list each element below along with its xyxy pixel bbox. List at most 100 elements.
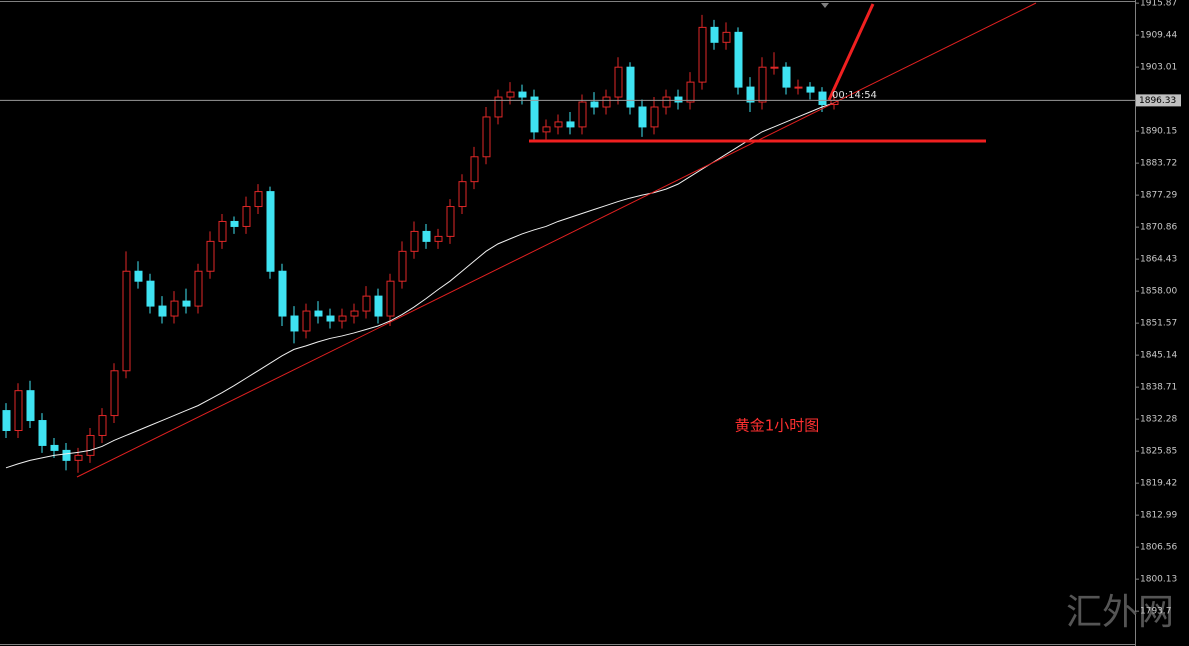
candle xyxy=(578,94,587,135)
candle xyxy=(530,89,539,140)
y-tick-label: 1838.71 xyxy=(1140,383,1177,393)
candle-body xyxy=(122,270,131,372)
candle xyxy=(410,221,419,259)
y-tick-label: 1800.13 xyxy=(1140,575,1177,585)
y-tick-label: 1812.99 xyxy=(1140,511,1177,521)
moving-average xyxy=(5,102,835,469)
candle-body xyxy=(194,270,203,307)
candle xyxy=(686,72,695,110)
candle-body xyxy=(698,26,707,83)
y-tick-label: 1806.56 xyxy=(1140,543,1177,553)
candle-body xyxy=(686,81,695,103)
candle xyxy=(266,186,275,279)
candle-body xyxy=(530,96,539,133)
candle xyxy=(86,428,95,463)
candle xyxy=(506,82,515,105)
candle xyxy=(470,146,479,190)
candle-body xyxy=(494,96,503,118)
candle-body xyxy=(590,101,599,108)
candle-body xyxy=(602,96,611,108)
y-tick-label: 1890.15 xyxy=(1140,127,1177,137)
candle xyxy=(362,286,371,319)
candle-body xyxy=(170,300,179,317)
candle-body xyxy=(146,280,155,307)
candle-body xyxy=(554,121,563,128)
candle-body xyxy=(50,444,59,451)
candle xyxy=(614,57,623,105)
candle-body xyxy=(626,66,635,108)
candle-body xyxy=(2,410,11,431)
candle xyxy=(698,14,707,90)
y-tick-label: 1883.72 xyxy=(1140,159,1177,169)
candle xyxy=(434,228,443,249)
candle xyxy=(770,52,779,75)
candle xyxy=(290,306,299,344)
candle xyxy=(674,89,683,110)
y-tick-label: 1909.44 xyxy=(1140,31,1177,41)
candle-body xyxy=(14,390,23,431)
candle xyxy=(386,273,395,326)
candle xyxy=(26,380,35,429)
candle-body xyxy=(374,295,383,317)
candle xyxy=(38,413,47,453)
y-tick-label: 1825.85 xyxy=(1140,447,1177,457)
candle xyxy=(722,22,731,50)
projection-line xyxy=(827,3,875,101)
candle xyxy=(350,303,359,324)
y-tick-label: 1903.01 xyxy=(1140,63,1177,73)
candle xyxy=(338,308,347,329)
candle-body xyxy=(338,315,347,322)
candle xyxy=(2,403,11,438)
y-tick-label: 1870.86 xyxy=(1140,223,1177,233)
candle-body xyxy=(578,101,587,128)
candle-body xyxy=(674,96,683,103)
shift-marker xyxy=(821,3,829,8)
candle-body xyxy=(98,415,107,436)
candle xyxy=(14,383,23,438)
candle-body xyxy=(422,230,431,242)
candle-body xyxy=(314,310,323,317)
candle xyxy=(278,263,287,326)
candle xyxy=(302,303,311,339)
candle-body xyxy=(362,295,371,312)
candle-body xyxy=(566,121,575,128)
candle-body xyxy=(818,91,827,106)
candle xyxy=(374,288,383,324)
candle-body xyxy=(398,250,407,282)
candle-body xyxy=(518,91,527,98)
candle xyxy=(518,84,527,105)
candle-body xyxy=(218,220,227,242)
candle-body xyxy=(290,315,299,332)
plot xyxy=(2,14,839,473)
candle xyxy=(218,214,227,249)
candle xyxy=(650,97,659,135)
candle-body xyxy=(62,449,71,461)
candle xyxy=(734,27,743,95)
candle-body xyxy=(242,206,251,227)
candle-body xyxy=(650,106,659,128)
current-price-box xyxy=(1136,94,1181,107)
candle-body xyxy=(26,390,35,422)
candle-body xyxy=(794,86,803,89)
candle-body xyxy=(386,280,395,317)
candle xyxy=(398,241,407,289)
candle-body xyxy=(662,96,671,108)
candle-body xyxy=(206,240,215,272)
candle xyxy=(314,301,323,324)
candle-body xyxy=(458,181,467,208)
candle-body xyxy=(734,31,743,88)
candle-body xyxy=(38,420,47,446)
candle xyxy=(254,184,263,215)
watermark: 汇外网 xyxy=(1066,592,1174,633)
candle xyxy=(242,196,251,234)
y-tick-label: 1915.87 xyxy=(1140,0,1177,9)
candle-body xyxy=(230,220,239,227)
candle xyxy=(98,408,107,443)
candle-body xyxy=(278,270,287,317)
candle-body xyxy=(266,191,275,272)
candle xyxy=(134,261,143,289)
y-tick-label: 1819.42 xyxy=(1140,479,1177,489)
candle-body xyxy=(434,235,443,242)
